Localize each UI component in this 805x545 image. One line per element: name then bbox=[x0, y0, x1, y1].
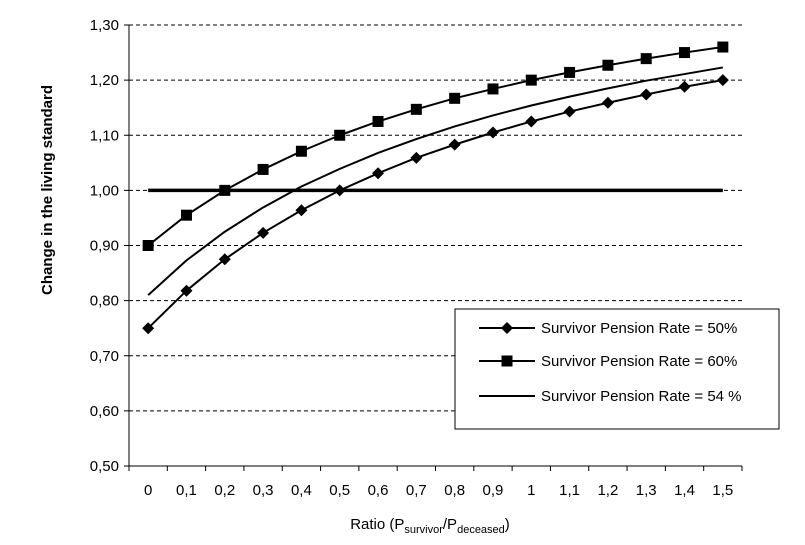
y-tick-label: 0,80 bbox=[90, 293, 119, 310]
diamond-marker bbox=[295, 204, 308, 217]
x-tick-label: 1 bbox=[527, 482, 535, 499]
square-marker bbox=[602, 59, 614, 71]
diamond-marker bbox=[218, 253, 231, 266]
y-tick-label: 0,50 bbox=[90, 458, 119, 475]
x-tick-labels: 0 0,1 0,2 0,3 0,4 0,5 0,6 0,7 0,8 0,9 1 1,1 1,2 1,3 1,… bbox=[144, 482, 733, 499]
x-tick-label: 1,2 bbox=[597, 482, 618, 499]
x-tick-label: 1,1 bbox=[559, 482, 580, 499]
series-0 bbox=[142, 74, 729, 335]
x-axis-title: Ratio (Psurvivor/Pdeceased) bbox=[350, 516, 510, 536]
x-axis-title-prefix: Ratio (P bbox=[350, 516, 404, 533]
diamond-marker bbox=[372, 167, 385, 180]
diamond-marker bbox=[525, 115, 538, 128]
legend-diamond-marker bbox=[501, 322, 513, 334]
y-tick-label: 0,90 bbox=[90, 238, 119, 255]
y-tick-label: 0,70 bbox=[90, 348, 119, 365]
square-marker bbox=[257, 163, 269, 175]
diamond-marker bbox=[257, 226, 270, 239]
y-tick-label: 1,20 bbox=[90, 72, 119, 89]
x-tick-label: 0 bbox=[144, 482, 152, 499]
square-marker bbox=[180, 209, 192, 221]
square-marker bbox=[487, 83, 499, 95]
x-tick-label: 1,5 bbox=[712, 482, 733, 499]
diamond-marker bbox=[142, 322, 155, 335]
x-tick-label: 0,9 bbox=[483, 482, 504, 499]
x-tick-label: 0,6 bbox=[368, 482, 389, 499]
square-marker bbox=[334, 129, 346, 141]
series-line bbox=[147, 79, 724, 329]
x-tick-label: 0,2 bbox=[214, 482, 235, 499]
legend-label-50: Survivor Pension Rate = 50% bbox=[541, 320, 737, 337]
square-marker bbox=[449, 92, 461, 104]
x-tick-label: 0,8 bbox=[444, 482, 465, 499]
x-tick-label: 0,1 bbox=[176, 482, 197, 499]
x-tick-label: 1,4 bbox=[674, 482, 695, 499]
square-marker bbox=[679, 47, 691, 59]
x-axis-title-sub1: survivor bbox=[404, 524, 443, 536]
diamond-marker bbox=[410, 151, 423, 164]
y-tick-labels: 0,50 0,60 0,70 0,80 0,90 1,00 1,10 1,20 1,30 bbox=[90, 17, 119, 475]
square-marker bbox=[372, 115, 384, 127]
y-tick-label: 0,60 bbox=[90, 403, 119, 420]
square-marker bbox=[525, 74, 537, 86]
diamond-marker bbox=[640, 88, 653, 101]
square-marker bbox=[717, 41, 729, 53]
square-marker bbox=[142, 240, 154, 251]
square-marker bbox=[564, 66, 576, 78]
x-tick-label: 0,4 bbox=[291, 482, 312, 499]
x-tick-label: 0,3 bbox=[253, 482, 274, 499]
y-tick-label: 1,30 bbox=[90, 17, 119, 34]
series-group bbox=[142, 41, 729, 335]
series-1 bbox=[142, 41, 729, 251]
axes bbox=[124, 24, 743, 471]
x-axis-title-mid: /P bbox=[443, 516, 457, 533]
legend-square-marker bbox=[501, 355, 513, 367]
diamond-marker bbox=[486, 126, 499, 139]
series-line bbox=[147, 46, 723, 247]
diamond-marker bbox=[601, 96, 614, 109]
y-axis-title: Change in the living standard bbox=[39, 85, 56, 295]
series-line bbox=[147, 66, 724, 296]
x-tick-label: 0,5 bbox=[329, 482, 350, 499]
legend-label-60: Survivor Pension Rate = 60% bbox=[541, 353, 737, 370]
series-2 bbox=[147, 66, 724, 296]
legend-label-54: Survivor Pension Rate = 54 % bbox=[541, 388, 742, 405]
square-marker bbox=[295, 145, 307, 157]
x-axis-title-sub2: deceased bbox=[457, 524, 505, 536]
x-axis-title-suffix: ) bbox=[505, 516, 510, 533]
diamond-marker bbox=[563, 105, 576, 118]
square-marker bbox=[410, 103, 422, 115]
square-marker bbox=[640, 53, 652, 65]
diamond-marker bbox=[180, 284, 193, 297]
diamond-marker bbox=[678, 80, 691, 93]
y-tick-label: 1,10 bbox=[90, 127, 119, 144]
x-tick-label: 1,3 bbox=[636, 482, 657, 499]
diamond-marker bbox=[448, 138, 461, 151]
x-tick-label: 0,7 bbox=[406, 482, 427, 499]
legend: Survivor Pension Rate = 50% Survivor Pen… bbox=[454, 308, 780, 430]
diamond-marker bbox=[716, 74, 729, 87]
y-tick-label: 1,00 bbox=[90, 182, 119, 199]
